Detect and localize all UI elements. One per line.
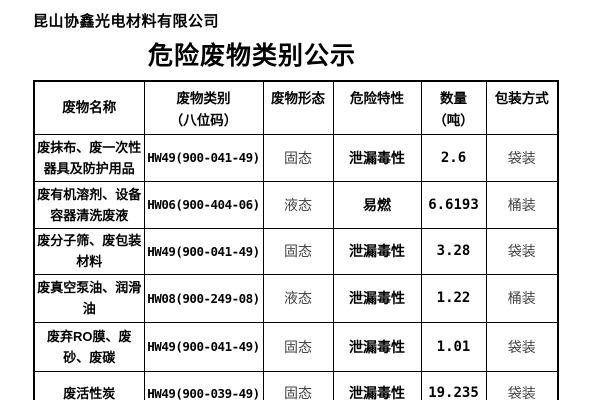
packaging-cell: 桶装 — [485, 273, 559, 323]
quantity-cell: 1.01 — [420, 321, 487, 372]
table-body: 废抹布、废一次性器具及防护用品 HW49(900-041-49) 固态 泄漏毒性… — [33, 133, 559, 400]
waste-form-cell: 固态 — [262, 133, 334, 182]
waste-code-cell: HW49(900-041-49) — [143, 133, 264, 182]
hazard-trait-cell: 泄漏毒性 — [332, 321, 422, 372]
table-row: 废分子筛、废包装材料 HW49(900-041-49) 固态 泄漏毒性 3.28… — [33, 227, 559, 275]
table-row: 废活性炭 HW49(900-039-49) 固态 泄漏毒性 19.235 袋装 — [33, 370, 559, 400]
table-header-row: 废物名称 废物类别 （八位码） 废物形态 危险特性 数量 （吨） 包装方式 — [33, 80, 559, 135]
waste-code-cell: HW49(900-041-49) — [143, 321, 264, 372]
quantity-cell: 6.6193 — [420, 180, 487, 229]
waste-form-cell: 固态 — [262, 321, 334, 372]
column-header-waste-form: 废物形态 — [262, 80, 334, 135]
quantity-cell: 3.28 — [420, 227, 487, 275]
column-header-quantity: 数量 （吨） — [420, 80, 487, 135]
column-header-waste-name: 废物名称 — [33, 80, 145, 135]
hazard-trait-cell: 泄漏毒性 — [332, 133, 422, 182]
waste-form-cell: 固态 — [262, 227, 334, 275]
waste-form-cell: 液态 — [262, 180, 334, 229]
hazard-trait-cell: 泄漏毒性 — [332, 370, 422, 400]
column-header-label: 数量 — [440, 91, 467, 106]
hazard-trait-cell: 易燃 — [332, 180, 422, 229]
packaging-cell: 袋装 — [485, 321, 559, 372]
hazard-trait-cell: 泄漏毒性 — [332, 227, 422, 275]
waste-name-cell: 废分子筛、废包装材料 — [33, 227, 145, 275]
column-header-label: 废物名称 — [62, 99, 117, 115]
company-name: 昆山协鑫光电材料有限公司 — [33, 13, 220, 30]
column-header-hazard-trait: 危险特性 — [332, 80, 422, 135]
waste-name-cell: 废真空泵油、润滑油 — [33, 273, 145, 323]
table-row: 废真空泵油、润滑油 HW08(900-249-08) 液态 泄漏毒性 1.22 … — [33, 273, 559, 323]
page-title: 危险废物类别公示 — [147, 42, 356, 70]
packaging-cell: 桶装 — [485, 180, 559, 229]
column-header-label: 废物类别 — [176, 91, 231, 106]
table-row: 废弃RO膜、废砂、废碳 HW49(900-041-49) 固态 泄漏毒性 1.0… — [33, 321, 559, 372]
waste-form-cell: 液态 — [262, 273, 334, 323]
packaging-cell: 袋装 — [485, 133, 559, 182]
waste-code-cell: HW06(900-404-06) — [143, 180, 264, 229]
waste-form-cell: 固态 — [262, 370, 334, 400]
column-header-label: 包装方式 — [494, 91, 549, 106]
table-row: 废有机溶剂、设备容器清洗废液 HW06(900-404-06) 液态 易燃 6.… — [33, 180, 559, 229]
quantity-cell: 2.6 — [420, 133, 487, 182]
table-row: 废抹布、废一次性器具及防护用品 HW49(900-041-49) 固态 泄漏毒性… — [33, 133, 559, 182]
waste-name-cell: 废抹布、废一次性器具及防护用品 — [33, 133, 145, 182]
column-header-waste-category: 废物类别 （八位码） — [143, 80, 264, 135]
quantity-cell: 19.235 — [420, 370, 487, 400]
hazardous-waste-table: 废物名称 废物类别 （八位码） 废物形态 危险特性 数量 （吨） 包装方式 废抹… — [33, 80, 559, 400]
column-header-label: 废物形态 — [271, 91, 325, 106]
packaging-cell: 袋装 — [485, 227, 559, 275]
waste-name-cell: 废有机溶剂、设备容器清洗废液 — [33, 180, 145, 229]
packaging-cell: 袋装 — [485, 370, 559, 400]
column-header-label: 危险特性 — [350, 91, 404, 106]
waste-code-cell: HW49(900-041-49) — [143, 227, 264, 275]
waste-code-cell: HW49(900-039-49) — [143, 370, 264, 400]
column-header-packaging: 包装方式 — [485, 80, 559, 135]
waste-name-cell: 废弃RO膜、废砂、废碳 — [33, 321, 145, 372]
column-header-sublabel: （八位码） — [169, 113, 238, 128]
waste-code-cell: HW08(900-249-08) — [143, 273, 264, 323]
column-header-sublabel: （吨） — [433, 113, 474, 128]
hazard-trait-cell: 泄漏毒性 — [332, 273, 422, 323]
quantity-cell: 1.22 — [420, 273, 487, 323]
waste-name-cell: 废活性炭 — [33, 370, 145, 400]
